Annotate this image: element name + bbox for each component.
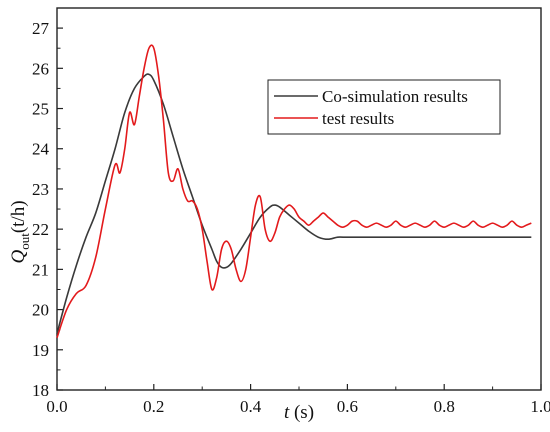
series-group: [56, 44, 532, 338]
x-tick-label: 0.2: [143, 397, 164, 416]
y-tick-label: 23: [32, 180, 49, 199]
y-tick-label: 21: [32, 260, 49, 279]
series-line-co-simulation: [56, 73, 532, 334]
x-axis-title-unit: (s): [289, 402, 314, 423]
y-tick-label: 18: [32, 381, 49, 400]
y-axis-title: Qout(t/h): [8, 200, 32, 263]
y-tick-label: 26: [32, 59, 49, 78]
x-tick-label: 0.6: [337, 397, 358, 416]
y-tick-label: 24: [32, 140, 50, 159]
y-axis-title-main: Q: [8, 250, 29, 264]
y-tick-label: 20: [32, 301, 49, 320]
y-axis-ticks: 18 19 20 21 22 23 24 25 26 27: [32, 7, 63, 400]
x-tick-label: 0.4: [240, 397, 262, 416]
legend: Co-simulation results test results: [267, 79, 501, 135]
x-axis-title-main: t: [284, 402, 290, 423]
y-tick-label: 22: [32, 220, 49, 239]
x-tick-label: 1.0: [530, 397, 550, 416]
x-axis-ticks: 0.0 0.2 0.4 0.6 0.8 1.0: [46, 384, 550, 416]
y-tick-label: 25: [32, 100, 49, 119]
legend-label-co-simulation: Co-simulation results: [322, 87, 468, 106]
y-tick-label: 27: [32, 19, 50, 38]
legend-label-test-results: test results: [322, 109, 394, 128]
y-tick-label: 19: [32, 341, 49, 360]
y-axis-title-sub: out: [17, 233, 32, 250]
x-axis-title: t (s): [284, 402, 314, 423]
x-tick-label: 0.8: [434, 397, 455, 416]
x-tick-label: 0.0: [46, 397, 67, 416]
plot-frame: [56, 7, 542, 391]
legend-box: [267, 79, 501, 135]
series-line-test-results: [56, 44, 532, 338]
y-axis-title-unit: (t/h): [8, 200, 29, 233]
